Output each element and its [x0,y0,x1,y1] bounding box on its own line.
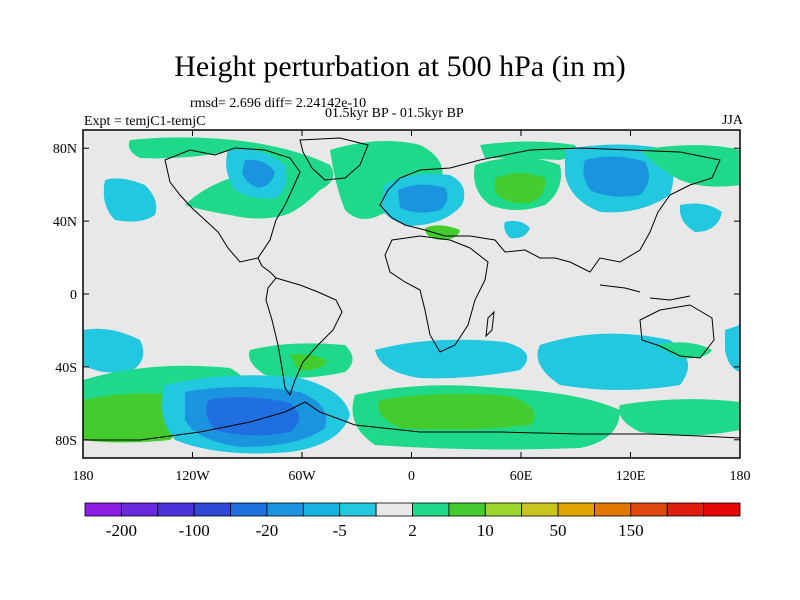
field-antarctic-east-band [619,399,740,436]
lon-tick-label: 60W [288,469,316,484]
coastline-greenland [299,137,369,181]
colorbar-label: 150 [618,521,644,540]
colorbar-box [484,502,523,517]
field-canada-low-core [242,159,275,188]
period-label: 01.5kyr BP - 01.5kyr BP [325,106,464,121]
colorbar-box [666,502,705,517]
coastline-africa [384,235,489,353]
lon-tick-label: 180 [730,469,751,484]
colorbar-box [412,502,450,517]
colorbar-label: -5 [333,521,347,540]
colorbar-label: -200 [106,521,137,540]
colorbar-box [157,502,195,517]
colorbar-box [266,502,304,517]
colorbar-box [120,502,159,517]
lat-tick-label: 40N [53,215,77,230]
coastline-south-america [265,277,343,397]
colorbar-label: 10 [477,521,494,540]
lon-tick-label: 180 [73,469,94,484]
colorbar-box [703,502,741,517]
colorbar-label: 50 [550,521,567,540]
colorbar-label: -20 [256,521,279,540]
lon-tick-label: 120E [616,469,646,484]
field-south-atlantic-low [375,339,528,379]
field-tasman-band [655,342,712,359]
field-caspian [504,220,530,239]
coastline-antarctica [83,401,740,441]
coastline-indonesia [599,284,691,301]
coastline-eurasia [379,147,721,273]
colorbar-box [557,502,595,517]
perturbation-fields [83,137,740,454]
lat-tick-label: 40S [55,361,77,376]
coastline-north-america [164,147,301,263]
colorbar-box [193,502,231,517]
field-nh-north-pacific [103,178,157,222]
field-southern-ocean-green [83,393,182,443]
lat-tick-label: 80N [53,142,77,157]
coastline-central-america [257,257,277,279]
colorbar-label: 2 [408,521,417,540]
map-axis-ticks: 180 120W 60W 0 60E 120E 180 80N 40N 0 40S 80S [53,130,751,484]
field-north-pacific-east [679,203,722,232]
coastline-madagascar [485,310,495,338]
field-central-asia-core [495,173,546,204]
lon-tick-label: 0 [408,469,415,484]
field-europe-low-core [398,184,448,213]
colorbar-box [630,502,668,517]
coastlines [83,137,740,441]
colorbar-box [230,502,268,517]
field-east-asia-band [640,145,740,187]
colorbar-box [594,502,632,517]
field-siberia-low-core [583,156,649,197]
lon-tick-label: 120W [175,469,210,484]
experiment-label: Expt = temjC1-temjC [84,114,206,129]
field-south-pacific-west [83,328,144,373]
map-title: Height perturbation at 500 hPa (in m) [174,50,626,83]
colorbar-box [448,502,486,517]
colorbar-label: -100 [179,521,210,540]
lat-tick-label: 80S [55,434,77,449]
lat-tick-label: 0 [70,288,77,303]
field-nh-arctic-band [128,137,334,219]
colorbar-box [521,502,559,517]
colorbar: -200 -100 -20 -5 2 10 50 150 [84,502,741,540]
stats-subtitle: rmsd= 2.696 diff= 2.24142e-10 [190,96,367,111]
colorbar-box [302,502,341,517]
field-south-america-east-core [290,354,328,371]
season-label: JJA [721,113,743,128]
colorbar-box [339,502,377,517]
lon-tick-label: 60E [510,469,533,484]
field-bellingshausen-low-core [206,397,299,436]
field-south-pacific-east [725,325,740,372]
colorbar-box [375,502,413,517]
colorbar-box [84,502,122,517]
coastline-australia [639,304,715,359]
field-south-indian-core [378,393,535,430]
field-south-indian-ocean-low [537,333,688,390]
